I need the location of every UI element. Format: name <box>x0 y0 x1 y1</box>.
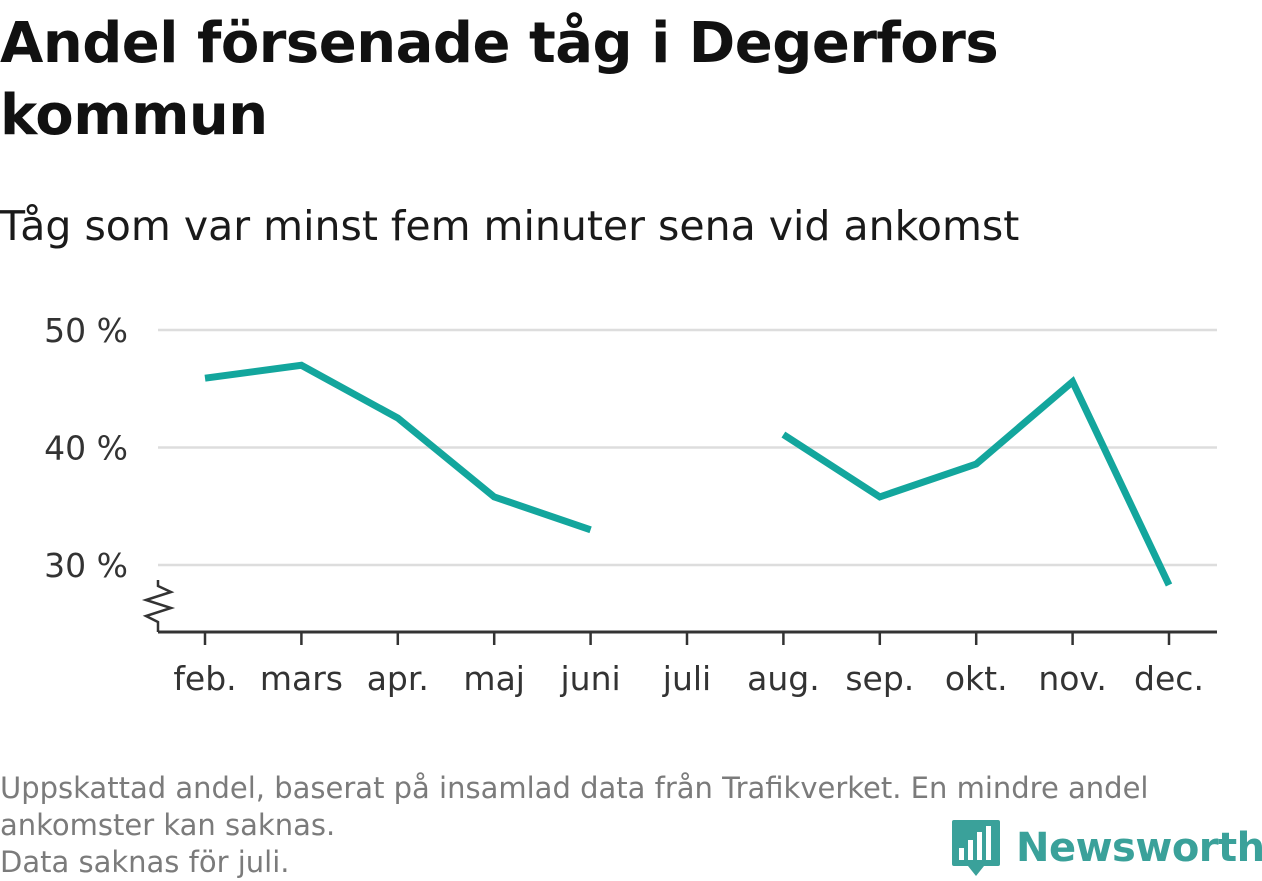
x-tick-label: juli <box>662 659 711 698</box>
brand-logo: Newsworthy <box>950 818 1262 878</box>
brand-name: Newsworthy <box>1016 825 1262 871</box>
y-tick-label: 50 % <box>44 311 128 350</box>
series-line-segment <box>204 361 592 534</box>
footnote: Uppskattad andel, baserat på insamlad da… <box>0 770 1250 881</box>
x-axis <box>141 580 1217 645</box>
newsworthy-logo-icon <box>952 820 1000 876</box>
axis-break-icon <box>141 580 176 632</box>
x-tick-label: juni <box>560 659 621 698</box>
x-tick-label: dec. <box>1134 659 1204 698</box>
x-tick-label: feb. <box>173 659 236 698</box>
line-chart: 30 % 40 % 50 % feb. mars apr. maj juni juli aug.… <box>44 311 1217 698</box>
footnote-source: Uppskattad andel, baserat på insamlad da… <box>0 771 1149 842</box>
x-axis-labels: feb. mars apr. maj juni juli aug. sep. okt. nov. d… <box>173 659 1204 698</box>
chart-subtitle: Tåg som var minst fem minuter sena vid a… <box>0 202 1020 250</box>
y-tick-label: 30 % <box>44 546 128 585</box>
chart-title: Andel försenade tåg i Degerfors kommun <box>0 11 999 148</box>
x-tick-label: nov. <box>1038 659 1107 698</box>
x-tick-label: mars <box>260 659 343 698</box>
gridlines <box>158 328 1217 567</box>
x-tick-label: maj <box>463 659 525 698</box>
x-tick-label: aug. <box>747 659 820 698</box>
x-tick-label: okt. <box>945 659 1008 698</box>
x-tick-label: sep. <box>845 659 914 698</box>
footnote-missing-data: Data saknas för juli. <box>0 845 290 879</box>
series-line-segment <box>781 376 1173 587</box>
series-lines <box>204 361 1173 587</box>
y-axis-labels: 30 % 40 % 50 % <box>44 311 128 585</box>
y-tick-label: 40 % <box>44 429 128 468</box>
x-tick-label: apr. <box>367 659 429 698</box>
